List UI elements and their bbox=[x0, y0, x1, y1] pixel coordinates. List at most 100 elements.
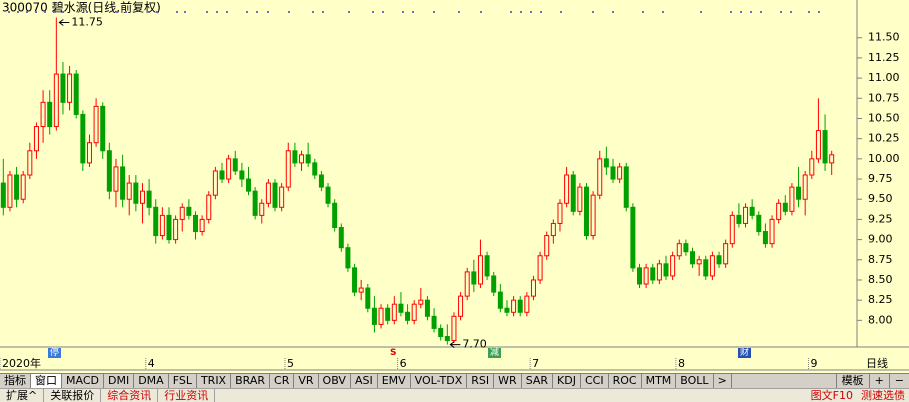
tab[interactable]: RSI bbox=[467, 374, 495, 388]
tab[interactable]: 指标 bbox=[0, 374, 31, 388]
y-tick-label: 11.25 bbox=[868, 51, 900, 64]
event-dot bbox=[433, 11, 435, 13]
candle-body bbox=[796, 186, 802, 200]
candle-body bbox=[86, 142, 92, 164]
event-dot bbox=[520, 11, 522, 13]
y-tick-label: 8.75 bbox=[868, 253, 893, 266]
candle-body bbox=[729, 214, 735, 245]
event-dot bbox=[540, 11, 542, 13]
candle-body bbox=[47, 101, 53, 128]
chart-background bbox=[0, 0, 909, 373]
candle-body bbox=[133, 182, 139, 204]
candle-body bbox=[365, 287, 371, 309]
tab[interactable]: SAR bbox=[522, 374, 554, 388]
event-dot bbox=[246, 11, 248, 13]
event-dot bbox=[176, 11, 178, 13]
tab[interactable]: − bbox=[888, 374, 909, 388]
tab[interactable]: OBV bbox=[319, 374, 351, 388]
tab[interactable]: 图文F10 bbox=[810, 389, 853, 402]
candle-body bbox=[491, 275, 497, 293]
candle-body bbox=[444, 336, 450, 342]
candle-body bbox=[709, 255, 715, 277]
y-tick-label: 8.50 bbox=[868, 273, 893, 286]
candle-body bbox=[723, 243, 729, 265]
annotation-label: 11.75 bbox=[71, 16, 103, 29]
tab[interactable]: 模板 bbox=[835, 374, 869, 388]
x-tick-label: 6 bbox=[400, 357, 407, 370]
candle-body bbox=[809, 158, 815, 176]
candle-body bbox=[73, 73, 79, 115]
tab[interactable]: CR bbox=[270, 374, 295, 388]
candle-body bbox=[279, 186, 285, 208]
tab[interactable]: DMI bbox=[104, 374, 135, 388]
tab[interactable]: FSL bbox=[169, 374, 197, 388]
candle-body bbox=[139, 190, 145, 204]
event-dot bbox=[17, 11, 19, 13]
tab[interactable]: WR bbox=[494, 374, 522, 388]
tab[interactable]: MTM bbox=[642, 374, 677, 388]
candle-body bbox=[212, 170, 218, 196]
candle-body bbox=[477, 255, 483, 285]
tab[interactable]: > bbox=[714, 374, 732, 388]
tab[interactable]: BRAR bbox=[231, 374, 271, 388]
candle-body bbox=[756, 214, 762, 233]
candle-body bbox=[504, 307, 510, 313]
tab[interactable]: ASI bbox=[351, 374, 378, 388]
candle-body bbox=[564, 174, 570, 204]
event-dot bbox=[560, 11, 562, 13]
tab[interactable]: + bbox=[868, 374, 889, 388]
marker-badge[interactable]: 停 bbox=[48, 348, 62, 358]
candle-body bbox=[762, 231, 768, 245]
marker-badge[interactable]: 减 bbox=[488, 348, 502, 358]
tab[interactable]: MACD bbox=[62, 374, 104, 388]
candle-body bbox=[146, 190, 152, 208]
candle-body bbox=[597, 158, 603, 196]
candle-body bbox=[822, 130, 828, 164]
candle-body bbox=[226, 158, 232, 180]
candle-body bbox=[451, 315, 457, 342]
event-dot bbox=[184, 11, 186, 13]
candle-body bbox=[431, 315, 437, 329]
candle-body bbox=[676, 243, 682, 257]
tab[interactable]: 综合资讯 bbox=[101, 389, 159, 402]
tab[interactable]: 扩展^ bbox=[0, 389, 45, 402]
tab[interactable]: TRIX bbox=[197, 374, 232, 388]
candle-body bbox=[670, 255, 676, 277]
candle-body bbox=[60, 73, 66, 103]
tab[interactable]: 窗口 bbox=[31, 374, 62, 388]
candle-body bbox=[484, 255, 490, 277]
candle-body bbox=[259, 202, 265, 216]
candle-body bbox=[332, 202, 338, 228]
tab[interactable]: KDJ bbox=[553, 374, 581, 388]
candle-body bbox=[106, 150, 112, 192]
candle-body bbox=[829, 154, 835, 164]
y-tick-label: 8.00 bbox=[868, 313, 893, 326]
tab[interactable]: 关联报价 bbox=[44, 389, 102, 402]
tab[interactable]: ROC bbox=[609, 374, 642, 388]
candle-body bbox=[186, 206, 192, 216]
candle-body bbox=[690, 251, 696, 265]
tab[interactable]: BOLL bbox=[676, 374, 714, 388]
event-dot bbox=[312, 11, 314, 13]
tab[interactable]: EMV bbox=[378, 374, 411, 388]
candle-body bbox=[53, 73, 59, 128]
event-dot bbox=[256, 11, 258, 13]
tab[interactable]: VR bbox=[294, 374, 319, 388]
marker-badge[interactable]: S bbox=[390, 348, 397, 358]
tab[interactable]: CCI bbox=[581, 374, 609, 388]
event-dot bbox=[86, 11, 88, 13]
marker-badge[interactable]: 财 bbox=[738, 348, 752, 358]
candle-body bbox=[550, 222, 556, 237]
event-dot bbox=[808, 11, 810, 13]
tab[interactable]: DMA bbox=[134, 374, 169, 388]
y-tick-label: 10.75 bbox=[868, 91, 900, 104]
event-dot bbox=[147, 11, 149, 13]
tab[interactable]: VOL-TDX bbox=[411, 374, 468, 388]
tab[interactable]: 行业资讯 bbox=[158, 389, 216, 402]
candle-body bbox=[179, 206, 185, 220]
annotation-arrow bbox=[58, 19, 70, 26]
event-dot bbox=[382, 11, 384, 13]
tab[interactable]: 测速选债 bbox=[861, 389, 905, 402]
event-dot bbox=[458, 11, 460, 13]
